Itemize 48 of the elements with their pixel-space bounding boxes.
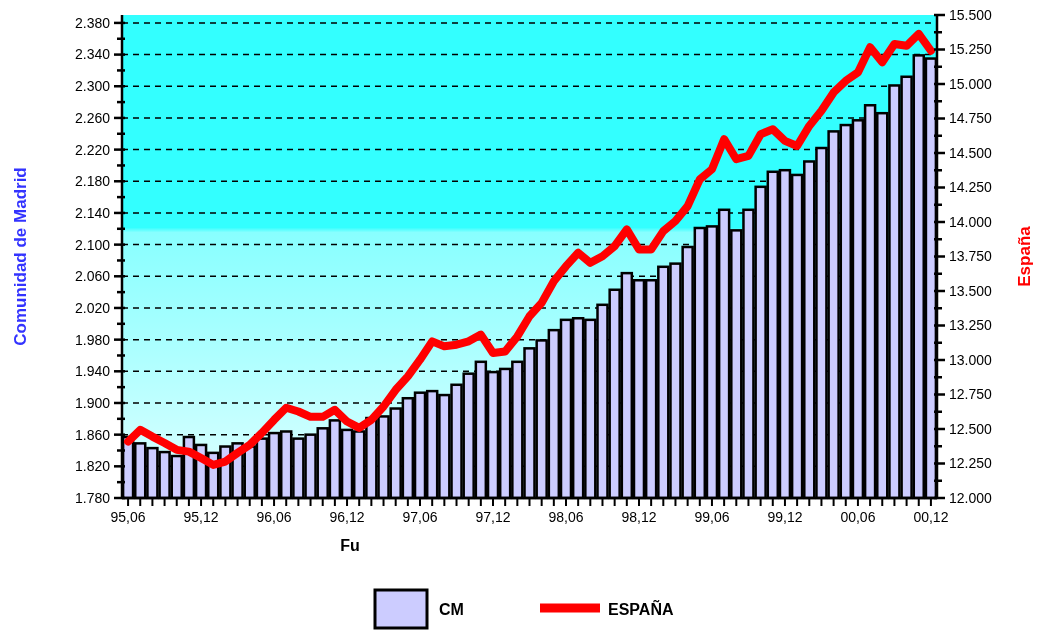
y-tick-label: 2.020 xyxy=(74,299,111,316)
y2-tick-label: 13.500 xyxy=(949,282,993,299)
y2-tick-label: 13.750 xyxy=(949,248,993,265)
y-tick-label: 2.260 xyxy=(74,109,111,126)
y-tick-label: 1.900 xyxy=(74,394,111,411)
x-tick-label: 97,06 xyxy=(402,509,438,525)
x-axis-title: Fu xyxy=(340,537,360,554)
y2-tick-label: 12.750 xyxy=(949,386,993,403)
y2-tick-label: 14.750 xyxy=(949,110,993,127)
y2-tick-label: 14.250 xyxy=(949,179,993,196)
y2-tick-label: 13.000 xyxy=(949,351,993,368)
y-tick-label: 2.300 xyxy=(74,78,111,95)
y2-tick-label: 13.250 xyxy=(949,317,993,334)
y-tick-label: 2.100 xyxy=(74,236,111,253)
y-axis-title: Comunidad de Madrid xyxy=(11,167,30,346)
x-tick-label: 96,12 xyxy=(329,509,365,525)
y-tick-label: 2.180 xyxy=(74,173,111,190)
x-tick-label: 95,12 xyxy=(183,509,219,525)
y2-tick-label: 15.000 xyxy=(949,75,993,92)
y-tick-label: 1.980 xyxy=(74,331,111,348)
y2-tick-label: 15.250 xyxy=(949,41,993,58)
x-tick-label: 99,06 xyxy=(694,509,730,525)
y2-axis-title: España xyxy=(1015,225,1034,287)
y-tick-label: 1.860 xyxy=(74,426,111,443)
y2-tick-label: 12.500 xyxy=(949,420,993,437)
y-tick-label: 1.780 xyxy=(74,489,111,506)
legend-label: ESPAÑA xyxy=(608,599,674,618)
x-tick-label: 00,06 xyxy=(840,509,876,525)
y-tick-label: 2.340 xyxy=(74,46,111,63)
y2-tick-label: 14.000 xyxy=(949,213,993,230)
y2-tick-label: 14.500 xyxy=(949,144,993,161)
x-tick-label: 00,12 xyxy=(913,509,949,525)
x-tick-label: 98,12 xyxy=(621,509,657,525)
x-tick-label: 95,06 xyxy=(110,509,146,525)
x-tick-label: 99,12 xyxy=(767,509,803,525)
y-tick-label: 2.380 xyxy=(74,14,111,31)
y-tick-label: 1.940 xyxy=(74,363,111,380)
y-tick-label: 2.220 xyxy=(74,141,111,158)
y2-tick-label: 15.500 xyxy=(949,6,993,23)
y-tick-label: 2.140 xyxy=(74,204,111,221)
y-tick-label: 2.060 xyxy=(74,268,111,285)
x-tick-label: 96,06 xyxy=(256,509,292,525)
x-tick-label: 98,06 xyxy=(548,509,584,525)
legend-label: CM xyxy=(439,601,464,618)
y2-tick-label: 12.000 xyxy=(949,489,993,506)
y2-tick-label: 12.250 xyxy=(949,455,993,472)
y-tick-label: 1.820 xyxy=(74,458,111,475)
x-tick-label: 97,12 xyxy=(475,509,511,525)
